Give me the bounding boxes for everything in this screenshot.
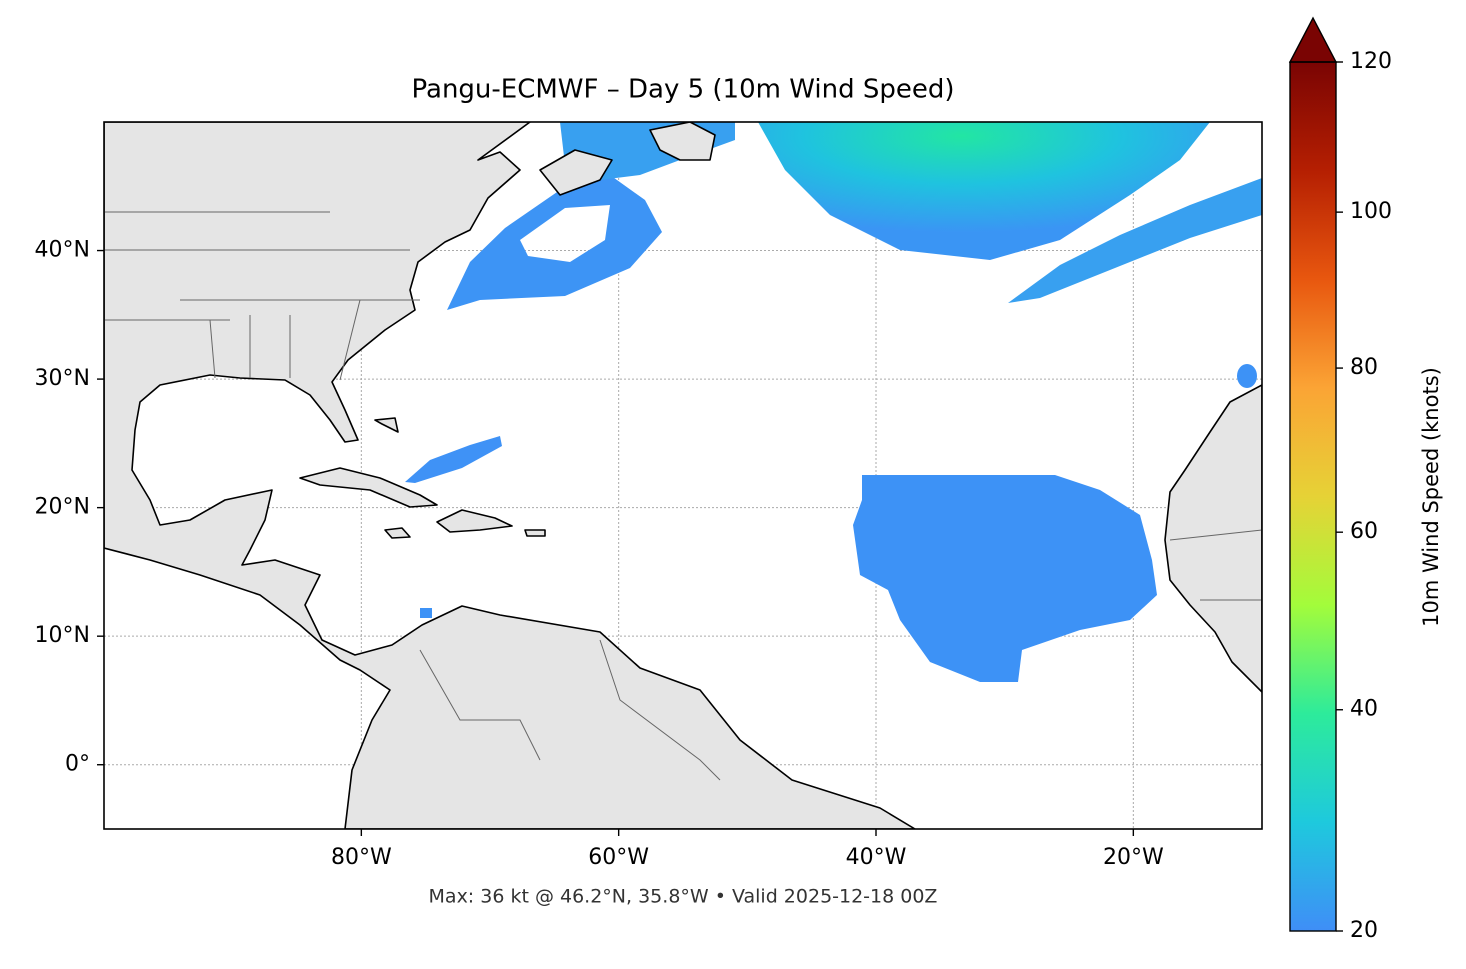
map-frame [103,121,1263,830]
island [436,509,513,533]
colorbar-tick-label: 60 [1350,519,1378,544]
island [299,467,438,508]
y-tick-label: 30°N [35,366,90,391]
wind-area [420,608,432,618]
land [649,122,716,161]
x-tick-label: 40°W [846,845,907,870]
island [374,417,399,433]
land [1164,384,1262,693]
y-tick-label: 10°N [35,623,90,648]
wind-area [853,475,1157,682]
wind-area [447,175,662,310]
borders [104,211,1262,781]
y-tick-label: 20°N [35,495,90,520]
colorbar-tick-label: 120 [1350,49,1392,74]
x-tick-label: 80°W [331,845,392,870]
colorbar-tick-label: 80 [1350,355,1378,380]
y-tick-label: 0° [65,752,90,777]
island [384,527,411,539]
map-area [104,122,1262,829]
colorbar: 10m Wind Speed (knots) 20 40 60 80 100 120 [1288,16,1443,943]
x-tick-label: 60°W [588,845,649,870]
y-tick-label: 40°N [35,238,90,263]
colorbar-frame [1289,61,1337,932]
colorbar-tick-label: 20 [1350,918,1378,943]
country-borders [419,529,1262,781]
annotation: Max: 36 kt @ 46.2°N, 35.8°W • Valid 2025… [429,886,938,908]
colorbar-label: 10m Wind Speed (knots) [1419,367,1443,627]
wind-area [405,436,502,483]
wind-area [1237,364,1257,388]
land [104,122,916,829]
island [524,529,546,537]
land [539,149,613,196]
colorbar-tick-label: 40 [1350,697,1378,722]
wind-area [758,122,1210,260]
wind-area [1008,178,1262,303]
x-tick-label: 20°W [1103,845,1164,870]
colorbar-gradient [1290,62,1336,931]
colorbar-extend [1288,16,1338,63]
state-borders [104,211,420,381]
chart-title: Pangu-ECMWF – Day 5 (10m Wind Speed) [412,75,955,105]
colorbar-tick-label: 100 [1350,199,1392,224]
